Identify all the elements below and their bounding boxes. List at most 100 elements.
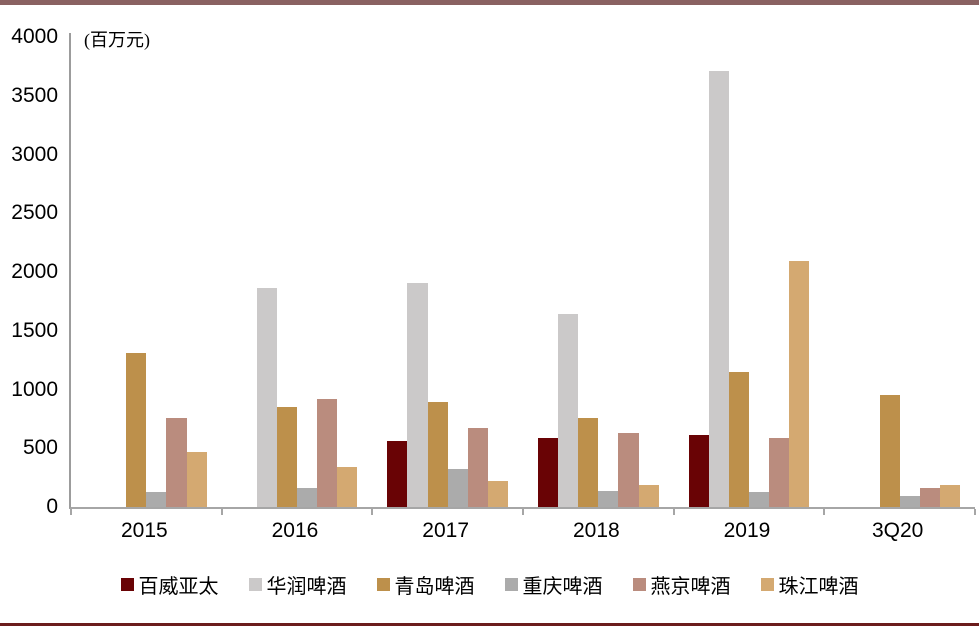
bar (487, 481, 508, 507)
legend-item: 百威亚太 (120, 570, 219, 599)
bar-slot (899, 33, 920, 507)
bar-slot (879, 33, 900, 507)
bar-group (71, 33, 222, 507)
bar-slot (487, 33, 508, 507)
bar-group (674, 33, 825, 507)
bar-slot (748, 33, 770, 507)
bar (186, 452, 207, 507)
bar (427, 402, 448, 507)
bar (467, 428, 488, 507)
bar (879, 395, 900, 507)
y-tick-label: 2000 (11, 260, 58, 283)
x-tick-label: 3Q20 (871, 519, 924, 542)
top-rule (0, 0, 979, 5)
bar-group (372, 33, 523, 507)
y-tick-label: 3500 (11, 83, 58, 107)
y-axis-unit-label: (百万元) (84, 30, 150, 50)
bar-slot (237, 33, 257, 507)
bar-slot (447, 33, 468, 507)
bar (387, 441, 408, 507)
bar-slot (337, 33, 358, 507)
bar (337, 467, 358, 507)
bar-slot (467, 33, 488, 507)
x-axis-tick (221, 509, 223, 515)
y-tick-label: 4000 (11, 25, 58, 48)
bar-slot (427, 33, 448, 507)
bar-slot (598, 33, 619, 507)
bar (126, 353, 147, 507)
bar-slot (106, 33, 126, 507)
legend-swatch (504, 578, 518, 591)
bar-slot (578, 33, 599, 507)
bar (256, 288, 277, 507)
bar (598, 491, 619, 507)
legend-swatch (760, 578, 774, 591)
x-axis-tick (371, 509, 373, 515)
legend-label: 燕京啤酒 (650, 576, 731, 598)
x-axis-tick (673, 509, 675, 515)
bar-group (222, 33, 373, 507)
bar-slot (618, 33, 639, 507)
bar-slot (86, 33, 106, 507)
y-tick-label: 0 (46, 495, 58, 518)
legend-label: 青岛啤酒 (394, 576, 475, 598)
y-tick-label: 500 (22, 436, 58, 460)
bar-slot (276, 33, 297, 507)
bar (939, 485, 960, 507)
bar (276, 407, 297, 507)
bottom-rule (0, 623, 979, 626)
bar-slot (859, 33, 879, 507)
x-axis-tick (522, 509, 524, 515)
bar-group (523, 33, 674, 507)
legend-label: 华润啤酒 (266, 576, 347, 598)
bar-slot (638, 33, 659, 507)
bar (407, 283, 428, 507)
x-axis-tick (823, 509, 825, 515)
bar (166, 418, 187, 507)
bar (728, 372, 749, 507)
bar (748, 492, 770, 507)
bar-slot (789, 33, 810, 507)
x-tick-label: 2019 (723, 519, 771, 542)
bar-slot (558, 33, 579, 507)
bar-slot (166, 33, 187, 507)
legend-item: 重庆啤酒 (504, 570, 603, 599)
bar (789, 261, 810, 507)
bar (296, 488, 318, 507)
x-axis-tick (974, 509, 976, 515)
bar (919, 488, 940, 507)
x-tick-label: 2015 (120, 519, 168, 542)
bar (578, 418, 599, 507)
plot-area (69, 33, 976, 515)
bar-slot (407, 33, 428, 507)
legend-swatch (120, 578, 134, 591)
y-tick-label: 3000 (11, 142, 58, 166)
bar (447, 469, 468, 507)
bar (538, 438, 559, 507)
legend-swatch (376, 578, 390, 591)
x-axis-tick (70, 509, 72, 515)
bar-slot (708, 33, 729, 507)
x-tick-label: 2018 (572, 519, 620, 542)
bar-slot (688, 33, 709, 507)
legend-item: 青岛啤酒 (376, 570, 475, 599)
bar (618, 433, 639, 507)
y-tick-label: 1500 (11, 318, 58, 342)
bar (899, 496, 920, 507)
bar-slot (387, 33, 408, 507)
y-tick-label: 2500 (11, 201, 58, 225)
legend-swatch (632, 578, 646, 591)
bar-slot (146, 33, 167, 507)
x-tick-label: 2016 (271, 519, 319, 542)
bar-slot (296, 33, 318, 507)
bar (146, 492, 167, 507)
bar-slot (126, 33, 147, 507)
legend: 百威亚太 华润啤酒 青岛啤酒 重庆啤酒 燕京啤酒 珠江啤酒 (0, 570, 979, 599)
bar (558, 314, 579, 507)
legend-item: 燕京啤酒 (632, 570, 731, 599)
x-tick-label: 2017 (422, 519, 470, 542)
bar-slot (538, 33, 559, 507)
legend-swatch (248, 578, 262, 591)
bar (638, 485, 659, 507)
